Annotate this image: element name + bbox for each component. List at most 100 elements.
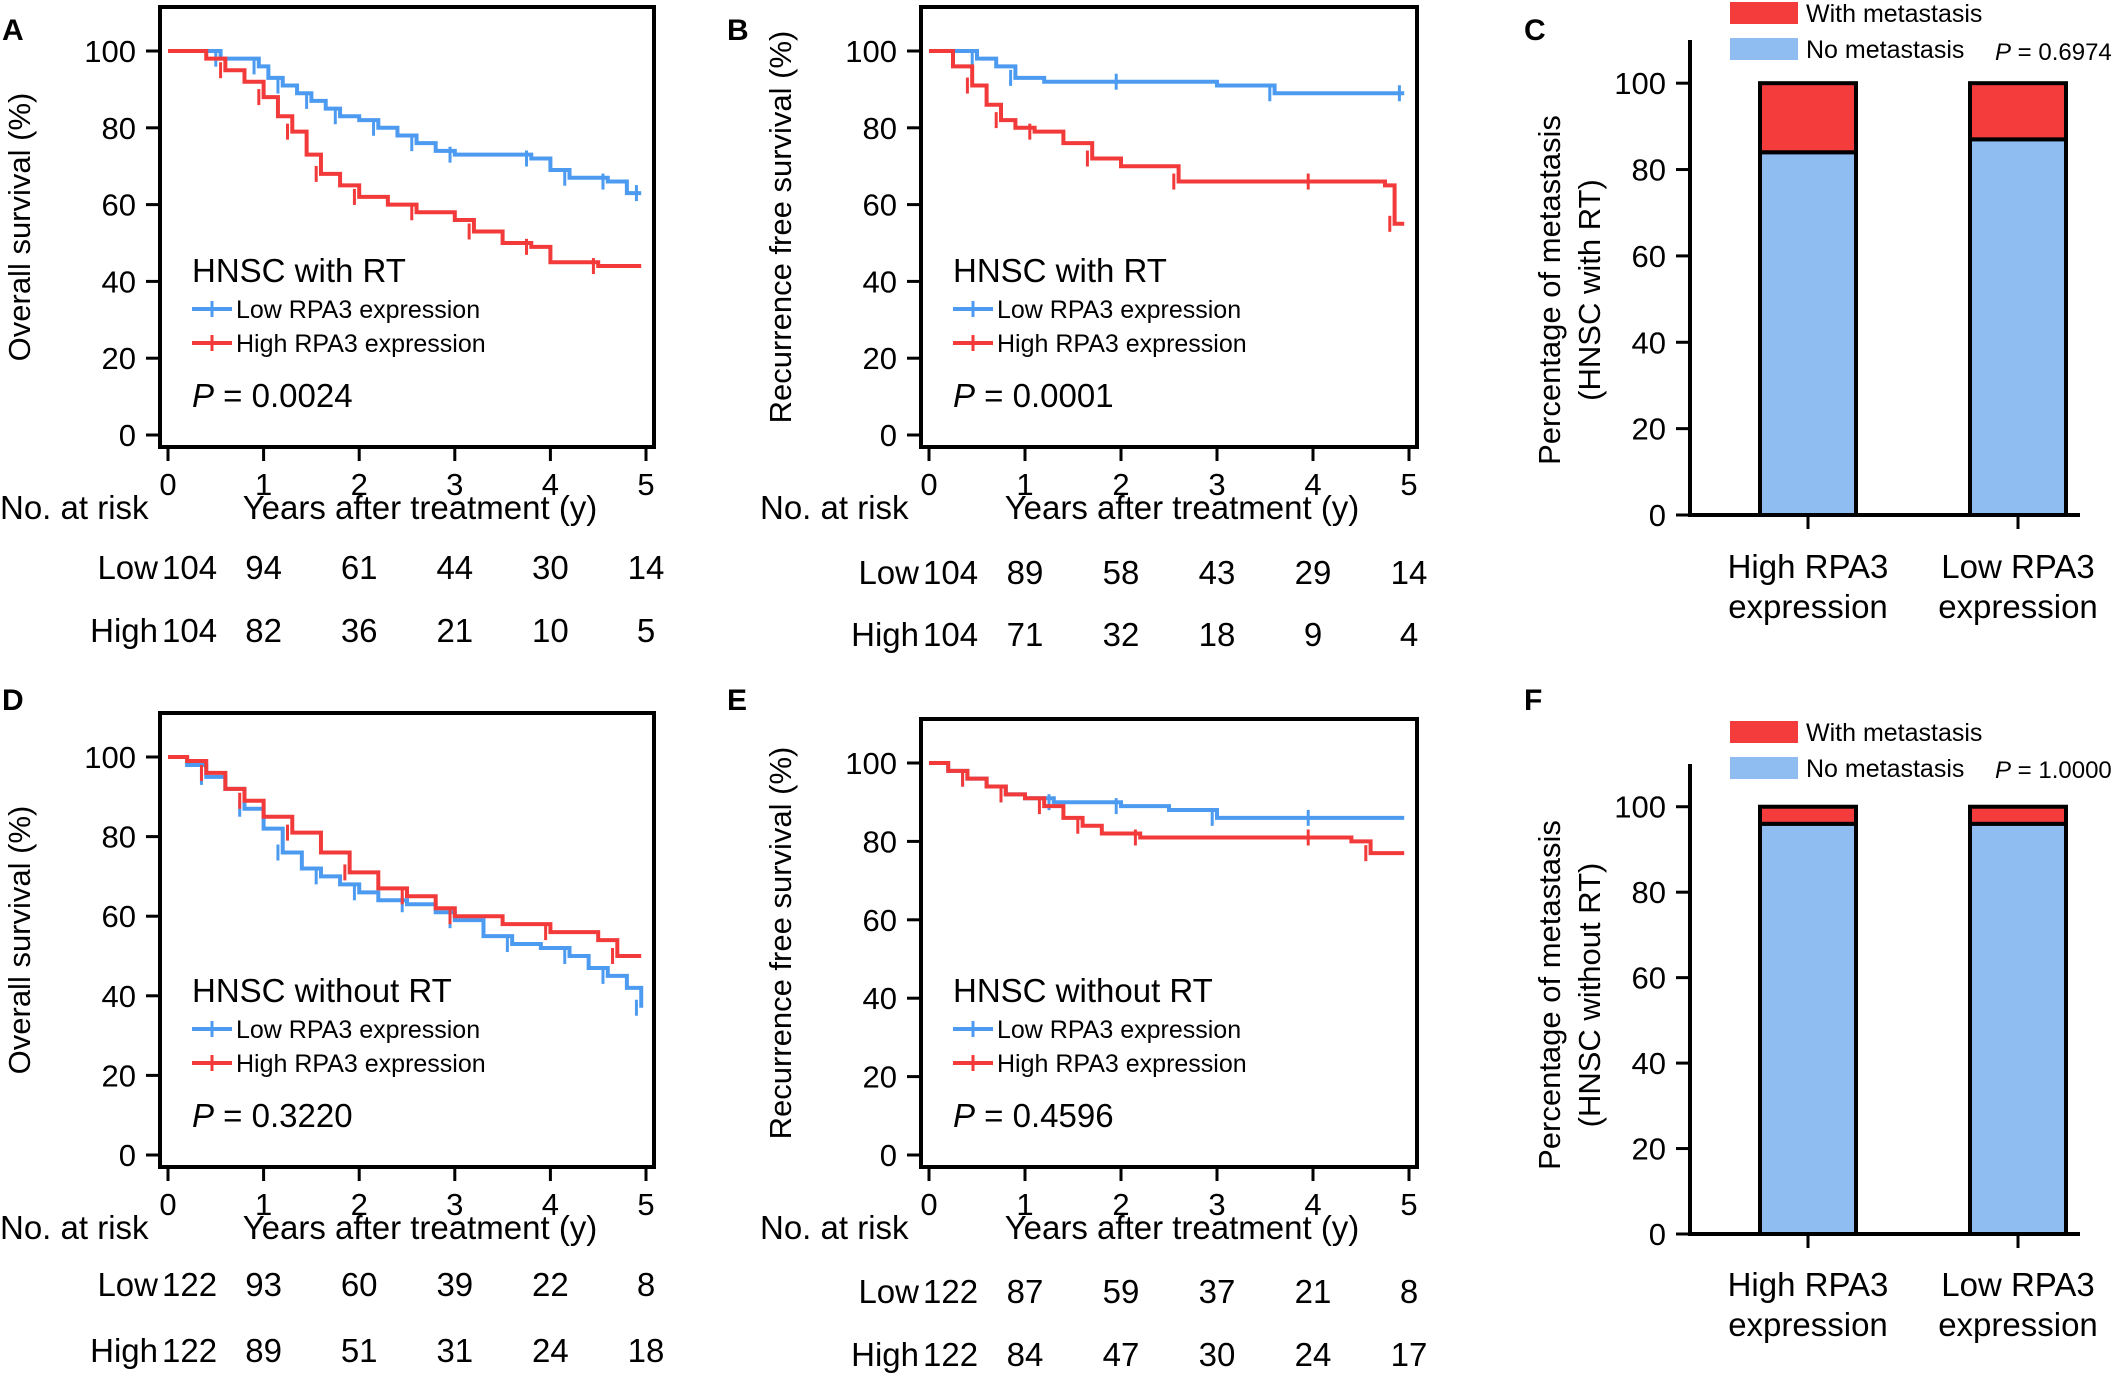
km-panel-E: E 0 20 40 60 80 100 0 1 2 3 4 5 Recurrence free survi… <box>727 684 1427 1373</box>
p-value: = 0.0001 <box>975 377 1114 414</box>
legend-label: With metastasis <box>1806 719 1982 747</box>
y-tick-label: 40 <box>102 264 136 299</box>
x-tick-label: 0 <box>920 1187 937 1222</box>
risk-value: 104 <box>162 612 217 649</box>
legend-label: Low RPA3 expression <box>236 1016 480 1044</box>
x-tick-label: 2 <box>1112 467 1129 502</box>
y-axis-label: Recurrence free survival (%) <box>763 31 798 424</box>
risk-row-label: Low <box>858 1273 919 1310</box>
risk-value: 37 <box>1199 1273 1236 1310</box>
plot-frame <box>158 711 656 1169</box>
p-value-text: P = 0.6974 <box>1995 39 2112 66</box>
y-tick-label: 80 <box>863 111 897 146</box>
p-value: = 0.0024 <box>214 377 353 414</box>
risk-value: 14 <box>628 549 665 586</box>
p-value-text: P = 0.4596 <box>953 1097 1114 1134</box>
p-symbol: P <box>192 1097 214 1134</box>
x-axis-label: Years after treatment (y) <box>1005 1209 1360 1246</box>
km-panel-A: A 0 20 40 60 80 100 0 1 2 3 4 5 Overall survival (%) H… <box>0 5 665 649</box>
y-tick-label: 60 <box>1632 239 1666 274</box>
x-tick-label: 4 <box>542 1187 559 1222</box>
panel-letter: F <box>1524 684 1542 717</box>
x-tick-label: 1 <box>1016 467 1033 502</box>
y-tick-label: 60 <box>863 903 897 938</box>
y-tick-label: 60 <box>863 188 897 223</box>
risk-value: 18 <box>628 1332 665 1369</box>
risk-value: 5 <box>637 612 655 649</box>
risk-value: 104 <box>162 549 217 586</box>
risk-value: 32 <box>1103 616 1140 653</box>
risk-value: 39 <box>436 1266 473 1303</box>
p-symbol: P <box>1995 757 2011 784</box>
y-tick-label: 40 <box>863 264 897 299</box>
risk-value: 24 <box>1295 1336 1332 1373</box>
risk-value: 10 <box>532 612 569 649</box>
y-tick-label: 100 <box>845 34 897 69</box>
y-tick-label: 0 <box>119 1138 136 1173</box>
panel-letter: D <box>2 684 24 717</box>
km-curve-low <box>168 49 642 196</box>
risk-value: 89 <box>1007 554 1044 591</box>
category-label: High RPA3 <box>1728 1266 1889 1303</box>
y-tick-label: 100 <box>84 34 136 69</box>
legend-label: With metastasis <box>1806 0 1982 28</box>
category-label: Low RPA3 <box>1941 1266 2094 1303</box>
legend-label: High RPA3 expression <box>236 1050 486 1078</box>
x-tick-label: 2 <box>1112 1187 1129 1222</box>
x-tick-label: 1 <box>1016 1187 1033 1222</box>
legend-label: No metastasis <box>1806 755 1964 783</box>
risk-value: 60 <box>341 1266 378 1303</box>
annotation-title: HNSC without RT <box>192 972 452 1009</box>
risk-value: 104 <box>923 554 978 591</box>
panel-letter: A <box>2 14 24 47</box>
x-tick-label: 5 <box>1400 467 1417 502</box>
x-tick-label: 4 <box>1304 467 1321 502</box>
risk-table-header: No. at risk <box>760 489 909 526</box>
y-tick-label: 100 <box>845 746 897 781</box>
risk-value: 14 <box>1391 554 1428 591</box>
bar-segment-with-metastasis <box>1968 804 2068 826</box>
p-symbol: P <box>953 1097 975 1134</box>
bar-segment-no-metastasis <box>1968 821 2068 1236</box>
x-tick-label: 1 <box>255 1187 272 1222</box>
risk-value: 31 <box>436 1332 473 1369</box>
y-tick-label: 20 <box>1632 1132 1666 1167</box>
x-tick-label: 4 <box>542 467 559 502</box>
panel-letter: B <box>727 14 749 47</box>
y-tick-label: 60 <box>102 899 136 934</box>
risk-value: 21 <box>1295 1273 1332 1310</box>
x-tick-label: 2 <box>351 467 368 502</box>
bar-segment-with-metastasis <box>1758 81 1858 155</box>
bar-segment-with-metastasis <box>1968 81 2068 142</box>
legend-label: Low RPA3 expression <box>997 296 1241 324</box>
y-tick-label: 20 <box>1632 412 1666 447</box>
risk-row-label: Low <box>97 1266 158 1303</box>
y-tick-label: 80 <box>863 824 897 859</box>
y-tick-label: 40 <box>102 979 136 1014</box>
y-axis-label: (HNSC without RT) <box>1572 863 1607 1128</box>
legend-label: Low RPA3 expression <box>997 1016 1241 1044</box>
x-tick-label: 5 <box>637 1187 654 1222</box>
y-tick-label: 100 <box>1614 66 1666 101</box>
bar-panel-F: F 0 20 40 60 80 100 Percentage of metastasis (HN… <box>1524 684 2112 1343</box>
y-tick-label: 0 <box>1649 1217 1666 1252</box>
y-tick-label: 100 <box>1614 790 1666 825</box>
category-label: expression <box>1728 588 1888 625</box>
x-tick-label: 5 <box>1400 1187 1417 1222</box>
risk-value: 36 <box>341 612 378 649</box>
category-label: Low RPA3 <box>1941 548 2094 585</box>
risk-value: 8 <box>1400 1273 1418 1310</box>
x-tick-label: 5 <box>637 467 654 502</box>
y-axis-label: Overall survival (%) <box>2 806 37 1075</box>
risk-row-label: High <box>90 1332 158 1369</box>
risk-value: 4 <box>1400 616 1418 653</box>
risk-value: 43 <box>1199 554 1236 591</box>
p-value-text: P = 0.0024 <box>192 377 353 414</box>
km-curve-high <box>929 761 1405 856</box>
p-symbol: P <box>953 377 975 414</box>
bar-segment-no-metastasis <box>1758 821 1858 1236</box>
risk-value: 59 <box>1103 1273 1140 1310</box>
risk-value: 122 <box>923 1336 978 1373</box>
risk-value: 61 <box>341 549 378 586</box>
annotation-title: HNSC with RT <box>953 252 1167 289</box>
